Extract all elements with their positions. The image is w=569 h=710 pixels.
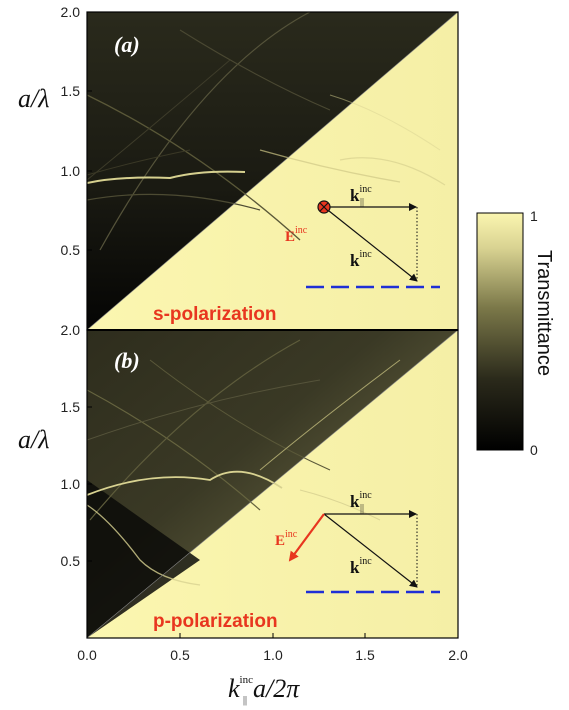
xtick-label: 0.5 bbox=[170, 647, 190, 663]
panel-b-ytick-label: 2.0 bbox=[61, 322, 81, 338]
panel-a-ytick-label: 2.0 bbox=[61, 4, 81, 20]
panel-b-k-parallel-label: kinc bbox=[350, 490, 372, 511]
panel-b bbox=[86, 329, 459, 639]
panel-a-band-curves bbox=[87, 12, 446, 251]
panel-a-ylabel: a/λ bbox=[18, 84, 50, 113]
panel-a-k-parallel-label: kinc bbox=[350, 184, 372, 205]
colorbar-min-label: 0 bbox=[530, 442, 538, 458]
panel-b-e-field-arrow bbox=[288, 513, 325, 562]
panel-a-e-field-out-of-plane-icon bbox=[317, 200, 331, 214]
colorbar-title: Transmittance bbox=[533, 250, 555, 376]
panel-a-ytick-label: 0.5 bbox=[61, 242, 81, 258]
xtick-label: 2.0 bbox=[448, 647, 468, 663]
panel-a-ytick-label: 1.5 bbox=[61, 83, 81, 99]
panel-b-ytick-label: 0.5 bbox=[61, 553, 81, 569]
panel-b-k-parallel-sub: || bbox=[360, 503, 364, 514]
panel-b-ytick-label: 1.5 bbox=[61, 399, 81, 415]
panel-a-e-label: Einc bbox=[285, 225, 308, 245]
panel-a-inset-diagram: kinc || kinc Einc bbox=[285, 184, 440, 289]
panel-a-ytick-label: 1.0 bbox=[61, 163, 81, 179]
x-tick-marks bbox=[86, 633, 459, 638]
panel-b-light-line bbox=[86, 329, 459, 639]
panel-b-tag: (b) bbox=[114, 348, 140, 373]
xtick-label: 1.5 bbox=[355, 647, 375, 663]
colorbar-gradient bbox=[476, 212, 524, 451]
panel-b-band-curves bbox=[87, 339, 401, 586]
colorbar: 1 0 Transmittance bbox=[476, 208, 555, 458]
panel-a-polarization-label: s-polarization bbox=[153, 304, 277, 325]
x-axis-title: kinca/2π bbox=[228, 674, 300, 703]
y-tick-marks bbox=[87, 11, 92, 562]
panel-a-tag: (a) bbox=[114, 32, 140, 57]
panel-a bbox=[86, 11, 459, 331]
panel-a-k-parallel-sub: || bbox=[360, 197, 364, 208]
panel-a-k-label: kinc bbox=[350, 249, 372, 270]
panel-b-ylabel: a/λ bbox=[18, 425, 50, 454]
panel-b-polarization-label: p-polarization bbox=[153, 611, 278, 632]
panel-b-ytick-label: 1.0 bbox=[61, 476, 81, 492]
colorbar-max-label: 1 bbox=[530, 208, 538, 224]
xtick-label: 0.0 bbox=[77, 647, 97, 663]
panel-b-inset-diagram: kinc || kinc Einc bbox=[275, 490, 440, 594]
x-axis-title-sub: || bbox=[243, 695, 247, 706]
xtick-label: 1.0 bbox=[263, 647, 283, 663]
panel-a-light-line bbox=[86, 11, 459, 331]
panel-b-e-label: Einc bbox=[275, 529, 298, 549]
panel-b-k-label: kinc bbox=[350, 556, 372, 577]
